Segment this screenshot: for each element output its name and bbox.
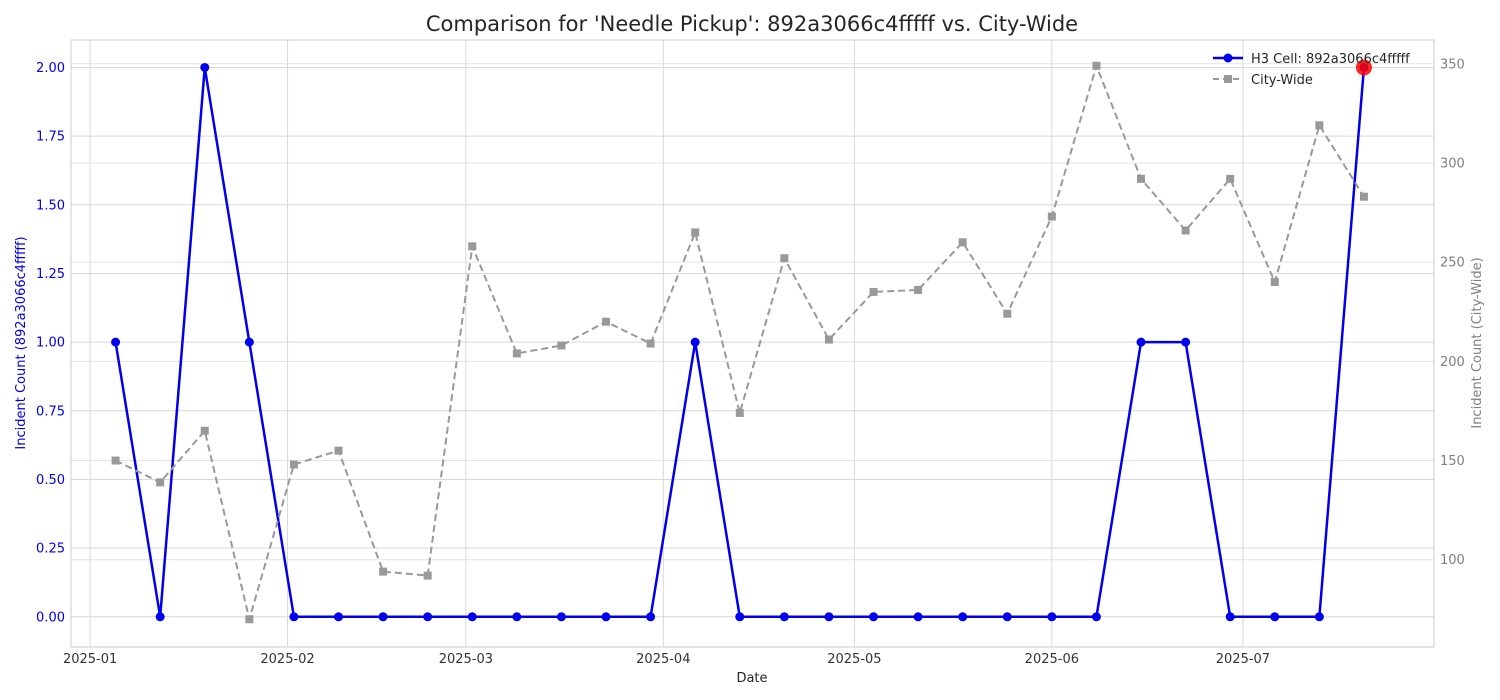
data-point-city-wide <box>334 446 343 455</box>
data-point-h3-cell <box>378 612 388 622</box>
data-point-h3-cell <box>334 612 344 622</box>
data-point-h3-cell <box>467 612 477 622</box>
plot-area <box>70 39 1435 648</box>
x-tick-label: 2025-05 <box>827 652 881 667</box>
legend-marker-h3-cell <box>1223 53 1233 63</box>
data-point-city-wide <box>1226 174 1235 183</box>
data-point-city-wide <box>1270 278 1279 287</box>
data-point-city-wide <box>156 478 165 487</box>
data-point-h3-cell <box>556 612 566 622</box>
data-point-city-wide <box>958 238 967 247</box>
x-axis: 2025-01 2025-02 2025-03 2025-04 2025-05 2025-… <box>63 652 1270 667</box>
highlight-point <box>1355 59 1372 76</box>
data-point-h3-cell <box>824 612 834 622</box>
data-point-city-wide <box>1137 174 1146 183</box>
x-tick-label: 2025-01 <box>63 652 117 667</box>
y-left-tick-label: 1.00 <box>36 336 65 351</box>
data-point-h3-cell <box>1091 612 1101 622</box>
y-left-tick-label: 0.25 <box>36 542 65 557</box>
data-point-city-wide <box>1047 212 1056 221</box>
data-point-city-wide <box>379 567 388 576</box>
data-point-city-wide <box>468 242 477 251</box>
right-axis: 100 150 200 250 300 350 <box>1440 57 1465 568</box>
data-point-city-wide <box>780 254 789 263</box>
data-point-h3-cell <box>779 612 789 622</box>
data-point-city-wide <box>1092 61 1101 70</box>
y-left-tick-label: 0.50 <box>36 473 65 488</box>
data-point-h3-cell <box>1002 612 1012 622</box>
y-left-tick-label: 1.50 <box>36 198 65 213</box>
data-point-h3-cell <box>423 612 433 622</box>
data-point-city-wide <box>646 339 655 348</box>
x-tick-label: 2025-06 <box>1025 652 1079 667</box>
x-axis-label: Date <box>736 671 767 686</box>
data-point-city-wide <box>1181 226 1190 235</box>
data-point-h3-cell <box>1136 337 1146 347</box>
y-right-tick-label: 250 <box>1440 256 1465 271</box>
data-point-h3-cell <box>1225 612 1235 622</box>
data-point-h3-cell <box>1047 612 1057 622</box>
data-point-city-wide <box>200 426 209 435</box>
data-point-h3-cell <box>155 612 165 622</box>
series-line-city-wide <box>115 64 1365 621</box>
data-point-h3-cell <box>735 612 745 622</box>
data-point-h3-cell <box>1270 612 1280 622</box>
legend-marker-city-wide <box>1224 75 1232 83</box>
y-left-tick-label: 0.75 <box>36 404 65 419</box>
legend-label-h3-cell: H3 Cell: 892a3066c4fffff <box>1251 52 1410 67</box>
y-left-tick-label: 1.25 <box>36 267 65 282</box>
data-point-h3-cell <box>244 337 254 347</box>
data-point-city-wide <box>111 456 120 465</box>
data-point-city-wide <box>289 460 298 469</box>
data-point-city-wide <box>824 335 833 344</box>
data-point-city-wide <box>1359 192 1368 201</box>
y-right-tick-label: 100 <box>1440 553 1465 568</box>
data-point-h3-cell <box>869 612 879 622</box>
data-point-h3-cell <box>1181 337 1191 347</box>
data-point-h3-cell <box>111 337 121 347</box>
data-point-h3-cell <box>601 612 611 622</box>
data-point-h3-cell <box>958 612 968 622</box>
data-point-city-wide <box>245 615 254 624</box>
y-right-tick-label: 150 <box>1440 454 1465 469</box>
data-point-city-wide <box>602 317 611 326</box>
y-right-tick-label: 300 <box>1440 156 1465 171</box>
x-tick-label: 2025-04 <box>636 652 690 667</box>
y-left-tick-label: 0.00 <box>36 610 65 625</box>
right-axis-label: Incident Count (City-Wide) <box>1470 257 1485 428</box>
data-point-city-wide <box>1315 121 1324 130</box>
data-point-h3-cell <box>646 612 656 622</box>
legend: H3 Cell: 892a3066c4fffff City-Wide <box>1213 52 1410 88</box>
data-point-h3-cell <box>512 612 522 622</box>
data-point-h3-cell <box>1314 612 1324 622</box>
data-point-city-wide <box>1003 309 1012 318</box>
series-layer <box>111 59 1372 624</box>
chart-title: Comparison for 'Needle Pickup': 892a3066… <box>426 12 1078 36</box>
data-point-city-wide <box>557 341 566 350</box>
x-tick-label: 2025-03 <box>439 652 493 667</box>
legend-label-city-wide: City-Wide <box>1251 73 1313 88</box>
x-tick-label: 2025-07 <box>1216 652 1270 667</box>
x-tick-label: 2025-02 <box>260 652 314 667</box>
data-point-city-wide <box>869 287 878 296</box>
data-point-h3-cell <box>200 62 210 72</box>
y-left-tick-label: 2.00 <box>36 61 65 76</box>
data-point-city-wide <box>735 408 744 417</box>
data-point-h3-cell <box>289 612 299 622</box>
y-right-tick-label: 200 <box>1440 355 1465 370</box>
left-axis-label: Incident Count (892a3066c4fffff) <box>14 236 29 449</box>
y-right-tick-label: 350 <box>1440 57 1465 72</box>
data-point-city-wide <box>914 285 923 294</box>
data-point-h3-cell <box>690 337 700 347</box>
data-point-city-wide <box>512 349 521 358</box>
left-axis: 0.00 0.25 0.50 0.75 1.00 1.25 1.50 1.75 2.00 <box>36 61 65 625</box>
data-point-city-wide <box>423 571 432 580</box>
data-point-h3-cell <box>913 612 923 622</box>
grid-lines <box>71 40 1434 647</box>
data-point-city-wide <box>691 228 700 237</box>
y-left-tick-label: 1.75 <box>36 130 65 145</box>
